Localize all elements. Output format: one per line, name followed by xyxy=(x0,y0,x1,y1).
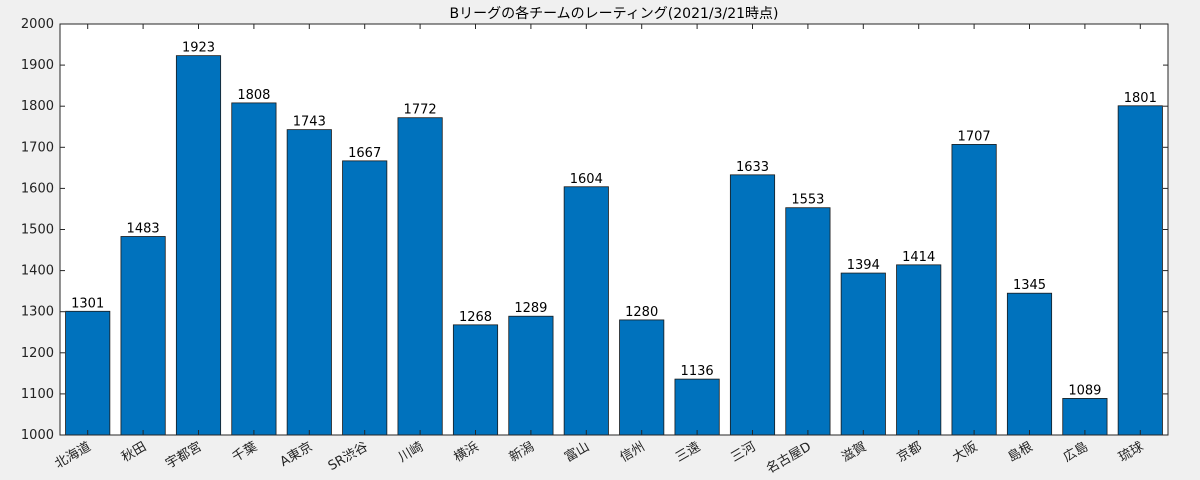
bar xyxy=(785,207,831,436)
y-tick-label: 1600 xyxy=(21,181,54,196)
x-tick-label: 滋賀 xyxy=(839,439,869,465)
x-tick-label: 横浜 xyxy=(451,439,481,465)
y-tick-label: 1100 xyxy=(21,387,54,402)
bar-value-label: 1268 xyxy=(459,310,492,325)
x-tick-label: 北海道 xyxy=(52,439,93,471)
bar-value-label: 1414 xyxy=(902,250,935,265)
bar xyxy=(231,102,277,436)
bar xyxy=(342,160,388,436)
bar xyxy=(508,315,554,436)
x-tick-label: 富山 xyxy=(562,439,593,466)
chart-title: Bリーグの各チームのレーティング(2021/3/21時点) xyxy=(449,6,778,22)
bar-value-label: 1772 xyxy=(404,103,437,118)
bar-value-label: 1301 xyxy=(71,296,104,311)
bar xyxy=(729,174,776,436)
bar xyxy=(65,310,111,436)
bar-value-label: 1280 xyxy=(625,305,658,320)
bar-value-labels: 1301 1483 1923 1808 1743 1667 1772 1268 1289 1604… xyxy=(71,41,1157,399)
bars-group xyxy=(65,55,1163,436)
y-axis: 1000 1100 1200 1300 1400 1500 1600 1700 1800 1900… xyxy=(21,17,1168,443)
x-tick-label: 新潟 xyxy=(506,439,537,466)
bar-value-label: 1345 xyxy=(1013,278,1046,293)
bar-value-label: 1553 xyxy=(791,193,824,208)
x-tick-label: SR渋谷 xyxy=(326,439,371,474)
bar-value-label: 1136 xyxy=(681,364,714,379)
y-tick-label: 1000 xyxy=(21,428,54,443)
bar-value-label: 1923 xyxy=(182,41,215,56)
y-tick-label: 1900 xyxy=(21,58,54,73)
x-tick-label: 広島 xyxy=(1061,439,1091,465)
y-tick-label: 1700 xyxy=(21,140,54,155)
bar xyxy=(1062,398,1108,436)
bar xyxy=(397,117,443,436)
x-tick-label: 秋田 xyxy=(119,439,149,465)
bar xyxy=(896,264,942,436)
bar xyxy=(1117,105,1163,436)
bar xyxy=(1006,292,1053,436)
y-tick-label: 1200 xyxy=(21,346,54,361)
plot-area xyxy=(60,24,1168,435)
bar-value-label: 1394 xyxy=(847,258,880,273)
x-tick-label: 大阪 xyxy=(950,439,980,465)
bar xyxy=(674,378,720,436)
bar xyxy=(452,324,499,436)
bar-value-label: 1483 xyxy=(127,221,160,236)
y-tick-label: 1800 xyxy=(21,99,54,114)
bar xyxy=(286,129,332,436)
bar xyxy=(175,55,222,436)
x-tick-label: 川崎 xyxy=(396,439,426,465)
x-tick-label: 名古屋D xyxy=(763,439,813,477)
bar-value-label: 1743 xyxy=(293,115,326,130)
y-tick-label: 1300 xyxy=(21,305,54,320)
x-tick-label: A東京 xyxy=(277,439,315,470)
x-tick-label: 琉球 xyxy=(1116,439,1146,465)
bar-value-label: 1633 xyxy=(736,160,769,175)
bar-value-label: 1089 xyxy=(1068,383,1101,398)
x-tick-label: 宇都宮 xyxy=(163,439,205,472)
x-tick-label: 三河 xyxy=(728,439,758,465)
bar xyxy=(619,319,665,436)
bar xyxy=(563,186,609,436)
bar xyxy=(120,236,166,436)
bar-value-label: 1808 xyxy=(237,88,270,103)
bar-value-label: 1604 xyxy=(570,172,603,187)
x-tick-label: 京都 xyxy=(895,439,925,465)
y-tick-label: 1400 xyxy=(21,264,54,279)
y-tick-label: 2000 xyxy=(21,17,54,32)
x-tick-label: 千葉 xyxy=(230,439,260,465)
x-tick-label: 信州 xyxy=(618,439,648,465)
y-tick-label: 1500 xyxy=(21,223,54,238)
bar-value-label: 1707 xyxy=(958,129,991,144)
x-tick-label: 三遠 xyxy=(673,439,703,465)
plot-frame xyxy=(59,23,1169,436)
bar xyxy=(951,144,997,436)
bar-value-label: 1801 xyxy=(1124,91,1157,106)
bar xyxy=(840,272,886,436)
bar-value-label: 1289 xyxy=(514,301,547,316)
bar-value-label: 1667 xyxy=(348,146,381,161)
x-tick-label: 島根 xyxy=(1005,439,1035,465)
